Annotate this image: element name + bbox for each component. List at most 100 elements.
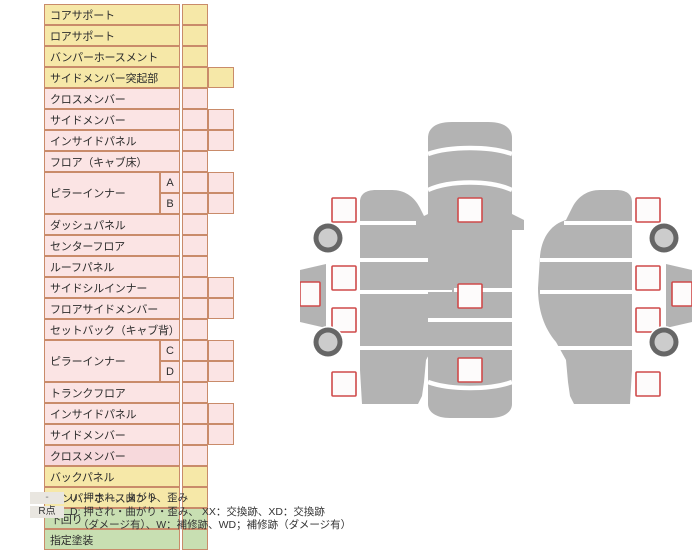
grid-cell-right[interactable] [208,403,234,424]
hotspot-right-rear[interactable] [635,371,661,397]
grid-cell-left[interactable] [182,424,208,445]
grid-cell-center[interactable] [182,151,208,172]
part-sublabel: A [160,172,180,193]
wheel-left-front [312,222,344,254]
part-sublabel: D [160,361,180,382]
grid-cell-center[interactable] [182,46,208,67]
grid-cell-right[interactable] [208,130,234,151]
grid-cell-center[interactable] [182,319,208,340]
top-divider-1 [427,145,513,157]
grid-cell-center[interactable] [182,25,208,46]
legend-text-u: U: 押され、曲がり、歪み [70,492,189,504]
part-label: コアサポート [44,4,180,25]
table-row[interactable]: サイドメンバー [44,424,258,445]
hotspot-left-front-top[interactable] [331,197,357,223]
part-label: ピラーインナー [44,172,160,214]
legend-row-r: R点 D: 押され・曲がり・歪み、 XX：交換跡、XD：交換跡 [30,505,351,520]
grid-cell-center[interactable] [182,508,208,529]
part-label: サイドシルインナー [44,277,180,298]
grid-cell-right[interactable] [208,193,234,214]
grid-cell-left[interactable] [182,340,208,361]
grid-cell-right[interactable] [208,298,234,319]
hotspot-left-front-door[interactable] [331,265,357,291]
grid-cell-right[interactable] [208,424,234,445]
grid-cell-center[interactable] [182,4,208,25]
table-row[interactable]: バンパーホースメント [44,46,258,67]
grid-cell-left[interactable] [182,109,208,130]
grid-cell-center[interactable] [182,382,208,403]
table-row[interactable]: バックパネル [44,466,258,487]
hotspot-top-roof[interactable] [457,283,483,309]
part-label: インサイドパネル [44,403,180,424]
part-label: フロアサイドメンバー [44,298,180,319]
grid-cell-center[interactable] [182,256,208,277]
grid-cell-center[interactable] [182,466,208,487]
grid-cell-right[interactable] [208,172,234,193]
part-label: センターフロア [44,235,180,256]
grid-cell-left[interactable] [182,172,208,193]
table-row[interactable]: B [44,193,258,214]
hotspot-top-trunk[interactable] [457,357,483,383]
part-label: セットバック（キャブ背） [44,319,180,340]
part-sublabel: B [160,193,180,214]
table-row[interactable]: コアサポート [44,4,258,25]
hotspot-left-rear[interactable] [331,371,357,397]
table-row[interactable]: ルーフパネル [44,256,258,277]
table-row[interactable]: D [44,361,258,382]
table-row[interactable]: ダッシュパネル [44,214,258,235]
legend-text-d: D: 押され・曲がり・歪み、 XX：交換跡、XD：交換跡 [70,505,325,518]
grid-cell-right[interactable] [208,277,234,298]
grid-cell-left[interactable] [182,277,208,298]
table-row[interactable]: クロスメンバー [44,88,258,109]
hotspot-right-front-top[interactable] [635,197,661,223]
table-row[interactable]: ロアサポート [44,25,258,46]
table-row[interactable]: ピラーインナー A [44,172,258,214]
grid-cell-left[interactable] [182,130,208,151]
grid-cell-center[interactable] [182,445,208,466]
top-cabin-section [416,214,524,288]
grid-cell-center[interactable] [182,214,208,235]
top-divider-4 [427,379,513,391]
hotspot-right-rear-door[interactable] [635,307,661,333]
hotspot-right-front-door[interactable] [635,265,661,291]
table-row[interactable]: バンパーホースメント [44,487,258,508]
legend: - U: 押され、曲がり、歪み R点 D: 押され・曲がり・歪み、 XX：交換跡… [30,492,351,533]
grid-cell-center[interactable] [182,88,208,109]
grid-cell-center[interactable] [182,487,208,508]
wheel-right-rear [648,326,680,358]
table-row[interactable]: ピラーインナー C [44,340,258,382]
vehicle-frame-inspection-diagram [300,120,692,420]
table-row[interactable]: サイドシルインナー [44,277,258,298]
hotspot-right-fender[interactable] [671,281,692,307]
table-row[interactable]: センターフロア [44,235,258,256]
table-row[interactable]: セットバック（キャブ背） [44,319,258,340]
grid-cell-right[interactable] [208,340,234,361]
grid-cell-right[interactable] [208,109,234,130]
grid-cell-right[interactable] [208,67,234,88]
part-label: バンパーホースメント [44,487,180,508]
grid-cell-left[interactable] [182,193,208,214]
grid-cell-center[interactable] [182,235,208,256]
hotspot-left-fender[interactable] [300,281,321,307]
table-row[interactable]: インサイドパネル [44,403,258,424]
table-row[interactable]: トランクフロア [44,382,258,403]
grid-cell-left[interactable] [182,67,208,88]
part-label: トランクフロア [44,382,180,403]
part-label: バンパーホースメント [44,46,180,67]
grid-cell-right[interactable] [208,361,234,382]
table-row[interactable]: インサイドパネル [44,130,258,151]
part-label: フロア（キャブ床） [44,151,180,172]
grid-cell-left[interactable] [182,403,208,424]
table-row[interactable]: サイドメンバー突起部 [44,67,258,88]
table-row[interactable]: サイドメンバー [44,109,258,130]
part-label: ピラーインナー [44,340,160,382]
hotspot-left-rear-door[interactable] [331,307,357,333]
grid-cell-left[interactable] [182,298,208,319]
table-row[interactable]: クロスメンバー [44,445,258,466]
hotspot-top-hood[interactable] [457,197,483,223]
parts-inspection-table: コアサポート ロアサポート バンパーホースメント サイドメンバー突起部 クロスメ… [44,4,258,550]
table-row[interactable]: フロア（キャブ床） [44,151,258,172]
grid-cell-left[interactable] [182,361,208,382]
top-front-section [428,122,512,216]
table-row[interactable]: フロアサイドメンバー [44,298,258,319]
